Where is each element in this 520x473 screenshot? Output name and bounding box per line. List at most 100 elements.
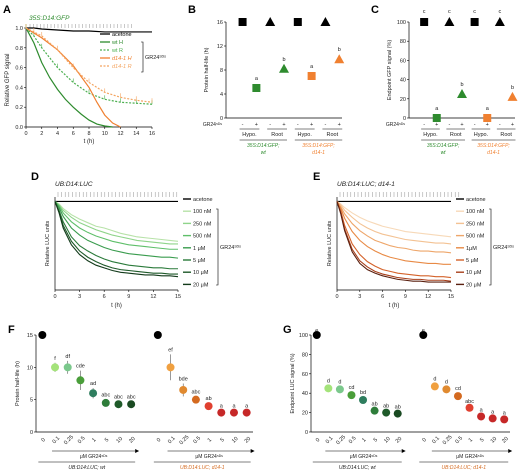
panel-c-y-tick-label: 80 (400, 39, 406, 45)
panel-g-concentration-label: 10 (490, 436, 499, 445)
panel-c-treatment-row-label: GR24⁵ᴰˢ (386, 122, 405, 128)
panel-c-y-label: Endpoint GFP signal (%) (387, 40, 393, 101)
panel-e-series-line (336, 201, 451, 283)
panel-a-y-label: Relative GFP signal (5, 54, 11, 107)
panel-e-series-line (336, 201, 452, 282)
panel-b-tissue-label: Hypo. (298, 132, 313, 138)
panel-g-significance-letter: d (327, 378, 330, 384)
panel-letter-g: G (283, 324, 292, 336)
panel-g-significance-letter: ab (372, 402, 378, 408)
panel-e-legend-label: 20 μM (466, 282, 482, 288)
panel-g-data-point (488, 414, 497, 423)
panel-a-legend-bracket (141, 41, 144, 73)
panel-f-data-point (217, 408, 226, 417)
panel-b-tissue-label: Hypo. (242, 132, 257, 138)
panel-f-concentration-label: 0.1 (51, 435, 61, 445)
panel-f-concentration-label: 0 (40, 437, 46, 443)
panel-f-data-point (153, 331, 162, 339)
panel-f-data-point (179, 385, 188, 394)
panel-g-y-tick-label: 100 (299, 333, 308, 339)
panel-a-series-line (26, 27, 152, 33)
panel-d-legend-label: 5 μM (193, 258, 206, 264)
panel-b-point-square (252, 84, 261, 92)
panel-g-concentration-label: 0.25 (442, 434, 454, 446)
panel-a-y-tick-label: 0.0 (15, 125, 23, 131)
panel-d-legend-label: acetone (193, 197, 213, 203)
panel-f-significance-letter: abc (114, 395, 123, 401)
panel-e-x-tick-label: 15 (448, 294, 454, 300)
panel-c-treatment-sign: - (423, 122, 425, 128)
panel-g-concentration-label: 0.5 (454, 435, 464, 445)
panel-f-group-label: UB:D14:LUC; wt (68, 465, 105, 471)
panel-e-series-line (336, 201, 452, 245)
panel-g-data-point (359, 395, 368, 404)
panel-f-concentration-axis-label: μM GR24⁵ᴰˢ (80, 454, 108, 460)
panel-a-series-line (25, 27, 153, 105)
panel-f-data-point (51, 363, 60, 372)
panel-g-data-point (335, 385, 344, 394)
panel-c-y-tick-label: 0 (403, 116, 406, 122)
panel-f-data-point (166, 363, 175, 372)
panel-g-significance-letter: e (315, 328, 318, 334)
panel-g-concentration-label: 0.1 (325, 435, 335, 445)
panel-c-treatment-sign: - (448, 122, 450, 128)
panel-f-concentration-label: 0 (156, 437, 162, 443)
panel-f-significance-letter: ad (90, 381, 96, 387)
panel-c-point-triangle (494, 17, 505, 26)
panel-g-data-point (477, 412, 486, 421)
panel-g-concentration-label: 0 (421, 437, 427, 443)
panel-g-data-point (347, 391, 356, 400)
panel-b-y-tick-label: 4 (220, 92, 223, 98)
panel-e-legend-group-label: GR24⁵ᴰˢ (493, 244, 514, 251)
panel-g-significance-letter: a (480, 408, 484, 414)
panel-c-significance-letter: c (448, 9, 451, 15)
panel-f-concentration-label: 1 (207, 437, 213, 443)
panel-g-concentration-label: 1 (361, 437, 367, 443)
panel-e-legend-bracket (489, 208, 492, 286)
panel-d-series-line (54, 201, 179, 259)
panel-e-legend-label: acetone (466, 197, 486, 203)
panel-c-group-label: 35S:D14:GFP; (477, 143, 510, 149)
panel-letter-e: E (313, 171, 320, 183)
panel-b-treatment-sign: + (255, 122, 258, 128)
panel-b-treatment-row-label: GR24⁵ᴰˢ (203, 122, 222, 128)
panel-d-legend-label: 1 μM (193, 246, 206, 252)
panel-d-series-line (54, 201, 178, 270)
panel-b-point-triangle (279, 63, 289, 73)
panel-c-tissue-label: Root (450, 132, 462, 138)
panel-b-group-genotype: d14-1 (312, 150, 325, 156)
panel-g-data-point (453, 392, 462, 401)
panel-g-concentration-label: 5 (479, 437, 485, 443)
panel-f-significance-letter: a (220, 404, 224, 410)
panel-g-data-point (419, 331, 428, 339)
panel-f-data-point (229, 408, 238, 417)
panel-g-concentration-label: 5 (373, 437, 379, 443)
panel-g-data-point (500, 415, 509, 424)
panel-letter-b: B (188, 4, 196, 16)
panel-e-y-label: Relative LUC units (327, 220, 333, 266)
panel-c-tissue-label: Hypo. (474, 132, 489, 138)
panel-f-y-tick-label: 0 (30, 430, 33, 436)
panel-b-treatment-sign: + (282, 122, 285, 128)
panel-a-x-tick-label: 14 (133, 131, 139, 137)
panel-b-y-tick-label: 8 (220, 68, 223, 74)
panel-c-point-triangle (507, 91, 518, 101)
panel-c-group-genotype: d14-1 (487, 150, 500, 156)
panel-f-concentration-label: 20 (128, 436, 137, 445)
panel-g-concentration-label: 20 (501, 436, 510, 445)
panel-g-y-tick-label: 20 (302, 411, 308, 417)
panel-f-data-point (101, 398, 110, 407)
panel-g-concentration-label: 0 (315, 437, 321, 443)
panel-f-concentration-label: 0.5 (192, 435, 202, 445)
panel-b-point-square (307, 72, 316, 80)
panel-b-treatment-sign: + (310, 122, 313, 128)
panel-f-data-point (242, 408, 251, 417)
panel-a-title: 35S:D14:GFP (29, 15, 70, 22)
panel-b-significance-letter: b (338, 47, 341, 53)
panel-g-concentration-label: 10 (383, 436, 392, 445)
panel-b-point-square (238, 18, 247, 26)
panel-a-x-tick-label: 10 (102, 131, 108, 137)
panel-g-significance-letter: d (445, 379, 448, 385)
panel-c-significance-letter: a (486, 106, 490, 112)
panel-a-y-tick-label: 0.6 (15, 66, 23, 72)
